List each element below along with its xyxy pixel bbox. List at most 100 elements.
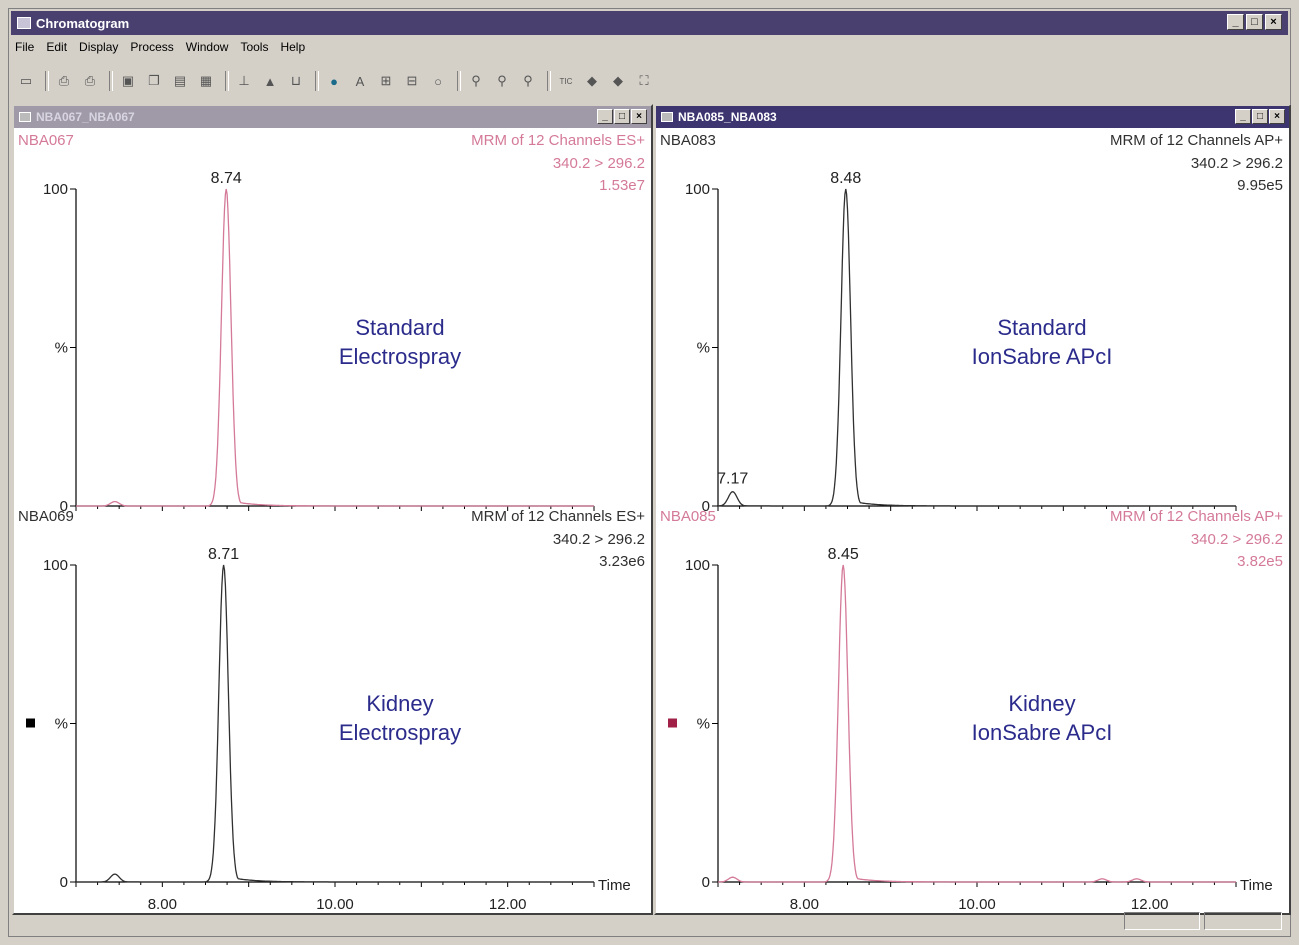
- menu-tools[interactable]: Tools: [240, 40, 269, 54]
- panel-icon: [661, 112, 673, 122]
- menu-window[interactable]: Window: [185, 40, 229, 54]
- tic-icon[interactable]: TIC: [559, 76, 573, 86]
- channel-label: MRM of 12 Channels AP+: [1110, 508, 1283, 525]
- trace-annotation: Electrospray: [339, 720, 461, 745]
- panel-title: NBA067_NBA067: [36, 110, 135, 124]
- x-tick-label: 10.00: [316, 896, 354, 913]
- paste-icon[interactable]: ▤: [173, 73, 187, 88]
- transition-label: 340.2 > 296.2: [553, 155, 645, 172]
- y-tick-label: 0: [702, 874, 710, 891]
- y-tick-label: 0: [702, 498, 710, 515]
- open-icon[interactable]: ▭: [19, 73, 33, 88]
- trace-NBA067: NBA067 MRM of 12 Channels ES+ 340.2 > 296.…: [18, 132, 645, 515]
- trace-annotation: Standard: [355, 315, 444, 340]
- panel-maximize-button[interactable]: □: [614, 109, 630, 124]
- sample-name: NBA069: [18, 508, 74, 525]
- intensity-label: 3.82e5: [1237, 553, 1283, 570]
- x-tick-label: 12.00: [489, 896, 527, 913]
- intensity-label: 1.53e7: [599, 177, 645, 194]
- x-tick-label: 12.00: [1131, 896, 1169, 913]
- peak-label: 8.74: [211, 170, 242, 187]
- panel-close-button[interactable]: ×: [1269, 109, 1285, 124]
- trace-annotation: Kidney: [1008, 691, 1075, 716]
- trace-annotation: Kidney: [366, 691, 433, 716]
- y-tick-label: %: [55, 340, 68, 357]
- trace-marker: [26, 718, 35, 728]
- x-tick-label: 10.00: [958, 896, 996, 913]
- close-button[interactable]: ×: [1265, 14, 1282, 30]
- trace-NBA085: NBA085 MRM of 12 Channels AP+ 340.2 > 296.…: [660, 508, 1283, 913]
- spectrum-icon[interactable]: ⊥: [238, 73, 250, 88]
- peak-label: 8.48: [830, 170, 861, 187]
- trace-NBA083: NBA083 MRM of 12 Channels AP+ 340.2 > 296.…: [660, 132, 1283, 515]
- status-pane: [1204, 912, 1282, 930]
- intensity-label: 3.23e6: [599, 553, 645, 570]
- chromatogram-trace: [76, 188, 594, 507]
- chromatogram-trace: [718, 564, 1236, 883]
- app-title: Chromatogram: [36, 15, 130, 31]
- x-axis-label: Time: [1240, 877, 1273, 894]
- menu-edit[interactable]: Edit: [46, 40, 68, 54]
- fit-icon[interactable]: ⛶: [639, 73, 649, 88]
- panel-minimize-button[interactable]: _: [597, 109, 613, 124]
- minimize-button[interactable]: _: [1227, 14, 1244, 30]
- trace-annotation: IonSabre APcI: [972, 720, 1113, 745]
- y-tick-label: %: [697, 716, 710, 733]
- menu-process[interactable]: Process: [130, 40, 174, 54]
- left-arrow-icon[interactable]: ◆: [587, 73, 597, 88]
- menu-help[interactable]: Help: [280, 40, 306, 54]
- chromatogram-panel-right[interactable]: NBA085_NBA083 _ □ × NBA083 MRM of 12 Chan…: [654, 104, 1291, 915]
- y-tick-label: 100: [43, 557, 68, 574]
- panel-close-button[interactable]: ×: [631, 109, 647, 124]
- globe-icon[interactable]: ●: [330, 73, 338, 89]
- sample-name: NBA083: [660, 132, 716, 149]
- text-icon[interactable]: A: [355, 73, 365, 89]
- right-arrow-icon[interactable]: ◆: [613, 73, 623, 88]
- status-pane: [1124, 912, 1200, 930]
- chromatogram-trace: [76, 564, 594, 883]
- channel-label: MRM of 12 Channels AP+: [1110, 132, 1283, 149]
- sample-name: NBA067: [18, 132, 74, 149]
- intensity-label: 9.95e5: [1237, 177, 1283, 194]
- picture-icon[interactable]: ▦: [199, 73, 213, 88]
- sample-name: NBA085: [660, 508, 716, 525]
- peak-icon[interactable]: ▲: [263, 73, 277, 89]
- panel-maximize-button[interactable]: □: [1252, 109, 1268, 124]
- panel-title-bar[interactable]: NBA067_NBA067 _ □ ×: [14, 106, 651, 128]
- integrate-icon[interactable]: ⊔: [290, 73, 302, 88]
- print-preview-icon[interactable]: ⎙: [84, 73, 96, 88]
- menu-bar: File Edit Display Process Window Tools H…: [15, 38, 317, 60]
- subtract-icon[interactable]: ⊟: [406, 73, 418, 88]
- camera-icon[interactable]: ▣: [121, 73, 135, 88]
- y-tick-label: 100: [685, 557, 710, 574]
- print-icon[interactable]: ⎙: [58, 73, 70, 88]
- chromatogram-plot-area: NBA067 MRM of 12 Channels ES+ 340.2 > 296.…: [18, 132, 645, 913]
- x-axis-label: Time: [598, 877, 631, 894]
- trace-annotation: IonSabre APcI: [972, 344, 1113, 369]
- chromatogram-panel-left[interactable]: NBA067_NBA067 _ □ × NBA067 MRM of 12 Chan…: [12, 104, 653, 915]
- status-bar: [15, 912, 1284, 932]
- zoom-in-icon[interactable]: ⚲: [471, 73, 481, 88]
- app-title-bar[interactable]: Chromatogram _ □ ×: [11, 11, 1288, 35]
- trace-NBA069: NBA069 MRM of 12 Channels ES+ 340.2 > 296.…: [18, 508, 645, 913]
- panel-minimize-button[interactable]: _: [1235, 109, 1251, 124]
- transition-label: 340.2 > 296.2: [1191, 155, 1283, 172]
- trace-marker: [668, 718, 677, 728]
- y-tick-label: 0: [60, 498, 68, 515]
- zoom-out-icon[interactable]: ⚲: [497, 73, 507, 88]
- panel-title-bar[interactable]: NBA085_NBA083 _ □ ×: [656, 106, 1289, 128]
- channel-label: MRM of 12 Channels ES+: [471, 508, 645, 525]
- toolbar: ▭ ⎙ ⎙ ▣ ❐ ▤ ▦ ⊥ ▲ ⊔ ● A ⊞ ⊟ ○ ⚲ ⚲ ⚲ TIC …: [15, 67, 775, 95]
- transition-label: 340.2 > 296.2: [553, 531, 645, 548]
- zoom-reset-icon[interactable]: ⚲: [523, 73, 533, 88]
- trace-annotation: Electrospray: [339, 344, 461, 369]
- copy-icon[interactable]: ❐: [148, 73, 160, 88]
- combine-icon[interactable]: ⊞: [380, 73, 392, 88]
- transition-label: 340.2 > 296.2: [1191, 531, 1283, 548]
- menu-file[interactable]: File: [15, 40, 35, 54]
- chromatogram-trace: [717, 188, 1236, 507]
- refine-icon[interactable]: ○: [434, 73, 442, 89]
- menu-display[interactable]: Display: [79, 40, 119, 54]
- maximize-button[interactable]: □: [1246, 14, 1263, 30]
- y-tick-label: 0: [60, 874, 68, 891]
